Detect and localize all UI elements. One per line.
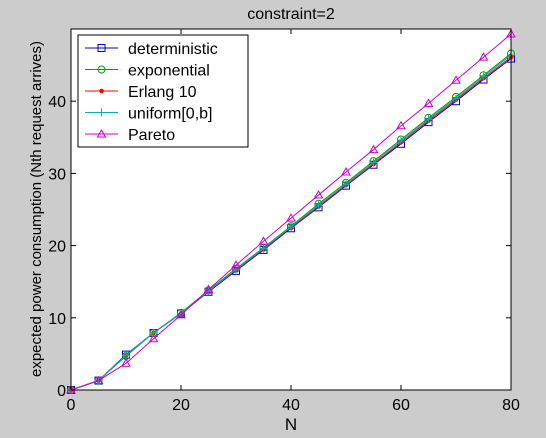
legend-item: uniform[0,b] [85,106,212,123]
data-point [122,351,130,360]
x-tick-label: 20 [172,397,190,414]
data-point [259,244,268,253]
data-point [397,136,405,145]
y-axis-label: expected power consumption (Nth request … [28,41,45,377]
data-point [232,265,240,274]
chart-title: constraint=2 [247,6,335,23]
legend-marker [97,65,106,74]
data-point [342,180,350,189]
y-tick-label: 20 [48,239,66,256]
data-point [368,144,379,154]
data-point [314,201,323,210]
series-line [70,33,512,391]
legend: deterministic exponential Erlang 10 uniform… [77,34,249,148]
y-tick-label: 40 [48,94,66,111]
legend-label: deterministic [128,41,218,58]
legend-label: Pareto [128,127,175,144]
data-point [451,75,461,84]
data-point [231,260,241,269]
series-layer [66,29,516,394]
legend-item: Pareto [85,127,175,144]
data-point [176,309,186,319]
legend-marker [96,128,107,138]
data-point [424,115,433,124]
legend-item: deterministic [85,41,218,58]
data-point [313,190,324,199]
y-tick-label: 0 [57,383,66,400]
data-point [258,236,269,245]
data-point [452,94,460,103]
x-axis-ticks: 0 20 40 60 80 [67,29,520,414]
y-tick-label: 10 [48,311,66,328]
data-point [287,222,295,231]
x-axis-label: N [285,415,297,434]
data-point [478,52,489,61]
data-point [203,284,214,294]
y-axis-ticks: 0 10 20 30 40 [48,94,511,400]
legend-label: Erlang 10 [128,84,197,101]
x-tick-label: 60 [392,397,410,414]
legend-marker [99,88,104,94]
legend-items: deterministic exponential Erlang 10 uniform… [85,41,218,144]
series-Pareto [66,29,516,394]
data-point [396,120,406,130]
x-tick-label: 80 [502,397,520,414]
series-uniform[0,b] [67,50,515,394]
legend-item: Erlang 10 [85,84,197,101]
legend-marker [97,108,106,117]
legend-item: exponential [85,63,210,80]
data-point [286,213,296,222]
data-point [121,358,131,367]
data-point [369,158,378,167]
legend-label: uniform[0,b] [128,106,212,123]
data-point [341,166,351,176]
legend-marker [97,44,106,52]
data-point [479,72,488,81]
legend-label: exponential [128,63,210,80]
data-point [93,375,104,385]
data-point [148,333,159,343]
x-tick-label: 0 [67,397,76,414]
x-tick-label: 40 [282,397,300,414]
y-tick-label: 30 [48,166,66,183]
data-point [423,98,434,107]
